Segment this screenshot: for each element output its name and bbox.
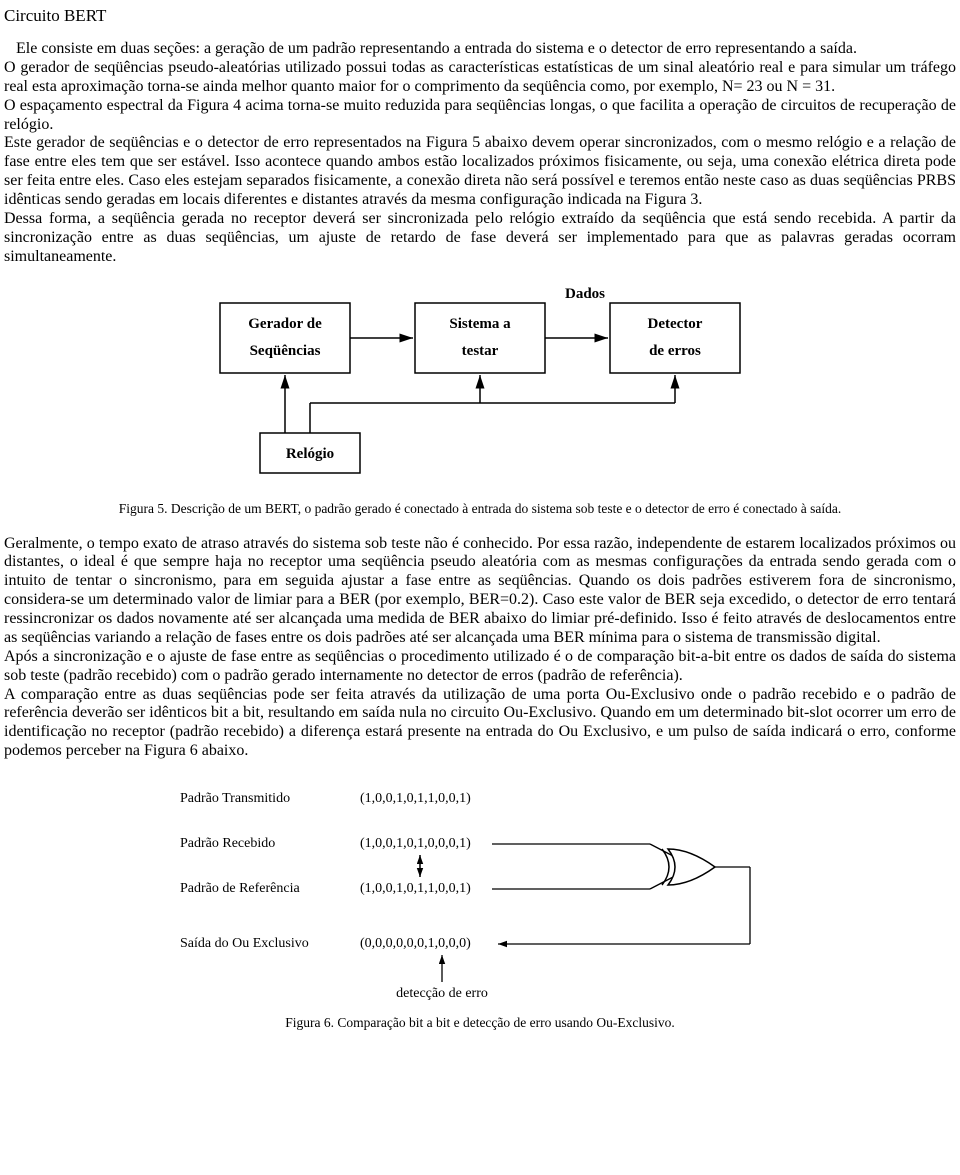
paragraph-3: O espaçamento espectral da Figura 4 acim… xyxy=(4,97,956,135)
figure-5: Gerador de Seqüências Sistema a testar D… xyxy=(4,283,956,493)
svg-text:Relógio: Relógio xyxy=(286,446,334,462)
svg-text:(1,0,0,1,0,1,1,0,0,1): (1,0,0,1,0,1,1,0,0,1) xyxy=(360,791,471,806)
svg-text:(1,0,0,1,0,1,1,0,0,1): (1,0,0,1,0,1,1,0,0,1) xyxy=(360,881,471,896)
svg-text:Dados: Dados xyxy=(565,286,605,302)
svg-text:Detector: Detector xyxy=(648,316,703,332)
svg-text:Gerador de: Gerador de xyxy=(248,316,322,332)
figure-5-caption: Figura 5. Descrição de um BERT, o padrão… xyxy=(4,501,956,517)
svg-text:Seqüências: Seqüências xyxy=(250,343,321,359)
svg-text:Padrão Recebido: Padrão Recebido xyxy=(180,836,275,851)
paragraph-5: Dessa forma, a seqüência gerada no recep… xyxy=(4,210,956,267)
paragraph-6: Geralmente, o tempo exato de atraso atra… xyxy=(4,535,956,648)
paragraph-2: O gerador de seqüências pseudo-aleatória… xyxy=(4,59,956,97)
svg-text:testar: testar xyxy=(462,343,499,359)
paragraph-7: Após a sincronização e o ajuste de fase … xyxy=(4,648,956,686)
svg-text:Saída do Ou Exclusivo: Saída do Ou Exclusivo xyxy=(180,936,309,951)
svg-text:Padrão Transmitido: Padrão Transmitido xyxy=(180,791,290,806)
bert-block-diagram-icon: Gerador de Seqüências Sistema a testar D… xyxy=(200,283,760,493)
paragraph-8: A comparação entre as duas seqüências po… xyxy=(4,686,956,762)
paragraph-4: Este gerador de seqüências e o detector … xyxy=(4,134,956,210)
svg-text:(0,0,0,0,0,0,1,0,0,0): (0,0,0,0,0,0,1,0,0,0) xyxy=(360,936,471,951)
paragraph-1: Ele consiste em duas seções: a geração d… xyxy=(4,40,956,59)
svg-text:(1,0,0,1,0,1,0,0,0,1): (1,0,0,1,0,1,0,0,0,1) xyxy=(360,836,471,851)
page-title: Circuito BERT xyxy=(4,6,956,26)
svg-text:de erros: de erros xyxy=(649,343,701,359)
figure-6-caption: Figura 6. Comparação bit a bit e detecçã… xyxy=(4,1015,956,1031)
svg-text:Padrão de Referência: Padrão de Referência xyxy=(180,881,300,896)
figure-6: Padrão Transmitido Padrão Recebido Padrã… xyxy=(4,777,956,1007)
xor-detection-diagram-icon: Padrão Transmitido Padrão Recebido Padrã… xyxy=(170,777,790,1007)
svg-text:Sistema a: Sistema a xyxy=(449,316,511,332)
svg-text:detecção de erro: detecção de erro xyxy=(396,986,488,1001)
